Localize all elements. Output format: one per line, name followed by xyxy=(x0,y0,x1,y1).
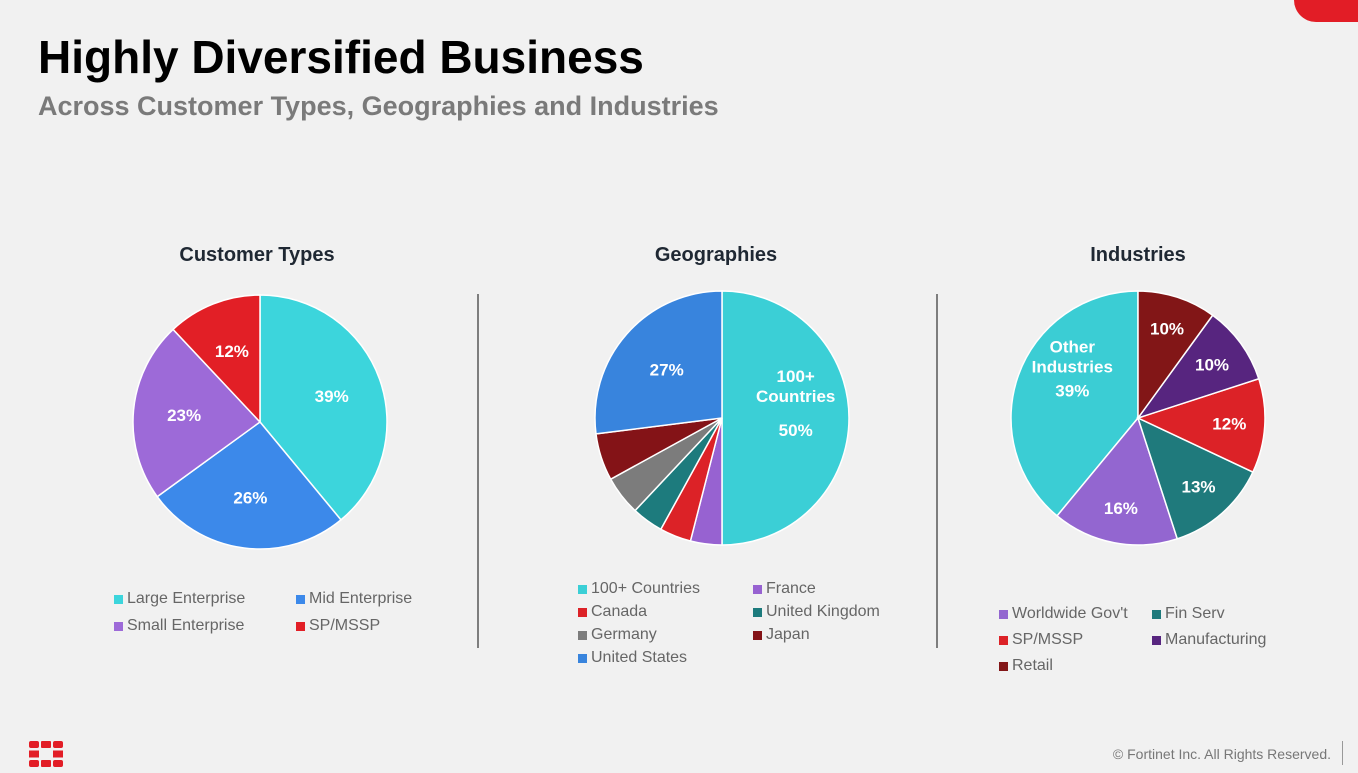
legend-label: France xyxy=(766,580,816,597)
page-subtitle: Across Customer Types, Geographies and I… xyxy=(38,91,719,121)
legend-swatch xyxy=(296,594,305,604)
slice-label-100-countries: 50% xyxy=(779,421,813,440)
slice-inner-label-other-industries: Industries xyxy=(1032,357,1113,376)
legend-swatch xyxy=(1152,635,1161,645)
legend-swatch xyxy=(999,635,1008,645)
slice-label-retail: 10% xyxy=(1150,320,1184,339)
legend-swatch xyxy=(999,661,1008,671)
chart-title-industries: Industries xyxy=(1090,244,1186,266)
legend-item-germany: Germany xyxy=(578,626,657,644)
pie-slice-united-states xyxy=(594,290,723,435)
slice-label-mid-enterprise: 26% xyxy=(233,489,267,508)
legend-label: Manufacturing xyxy=(1165,631,1267,648)
legend-item-retail: Retail xyxy=(999,657,1053,675)
legend-swatch xyxy=(114,594,123,604)
legend-swatch xyxy=(753,630,762,640)
pie-slice-mid-enterprise xyxy=(156,420,343,550)
pie-slice-100-countries xyxy=(721,290,850,546)
pie-slice-worldwide-gov-t xyxy=(1055,416,1179,546)
legend-item-sp-mssp: SP/MSSP xyxy=(296,617,380,635)
pie-slice-manufacturing xyxy=(1136,314,1260,420)
chart-title-customer-types: Customer Types xyxy=(179,244,335,266)
legend-item-worldwide-gov-t: Worldwide Gov't xyxy=(999,605,1128,623)
legend-item-large-enterprise: Large Enterprise xyxy=(114,590,245,608)
legend-item-small-enterprise: Small Enterprise xyxy=(114,617,244,635)
legend-label: Large Enterprise xyxy=(127,590,246,607)
legend-swatch xyxy=(578,630,587,640)
legend-label: Japan xyxy=(766,626,810,643)
customer-types-pie-chart: 39% 26% 23% 12% xyxy=(132,294,388,550)
legend-label: Canada xyxy=(591,603,648,620)
slice-inner-label-100-countries: Countries xyxy=(756,387,835,406)
legend-item-sp-mssp: SP/MSSP xyxy=(999,631,1083,649)
slice-label-fin-serv: 13% xyxy=(1181,478,1215,497)
footer-divider xyxy=(1342,741,1343,765)
legend-swatch xyxy=(753,607,762,617)
legend-item-fin-serv: Fin Serv xyxy=(1152,605,1225,623)
pie-slice-fin-serv xyxy=(1136,416,1254,540)
legend-label: Mid Enterprise xyxy=(309,590,413,607)
slice-inner-label-100-countries: 100+ xyxy=(777,367,815,386)
slice-label-small-enterprise: 23% xyxy=(167,406,201,425)
legend-item-manufacturing: Manufacturing xyxy=(1152,631,1266,649)
legend-swatch xyxy=(578,653,587,663)
legend-swatch xyxy=(1152,609,1161,619)
page-title: Highly Diversified Business xyxy=(38,31,644,83)
legend-item-canada: Canada xyxy=(578,603,647,621)
legend-swatch xyxy=(578,607,587,617)
slice-label-other-industries: 39% xyxy=(1055,381,1089,400)
legend-swatch xyxy=(999,609,1008,619)
fortinet-logo-icon xyxy=(29,741,63,767)
legend-label: United Kingdom xyxy=(766,603,880,620)
legend-swatch xyxy=(578,584,587,594)
legend-item-united-states: United States xyxy=(578,649,687,667)
legend-swatch xyxy=(296,621,305,631)
legend-item-france: France xyxy=(753,580,816,598)
slice-label-sp-mssp: 12% xyxy=(215,342,249,361)
slice-inner-label-other-industries: Other xyxy=(1050,337,1096,356)
legend-label: SP/MSSP xyxy=(309,617,381,634)
slice-label-worldwide-gov-t: 16% xyxy=(1104,499,1138,518)
pie-slice-small-enterprise xyxy=(132,328,262,498)
legend-label: Fin Serv xyxy=(1165,605,1225,622)
legend-label: United States xyxy=(591,649,688,666)
pie-slice-sp-mssp xyxy=(171,294,261,424)
slice-label-sp-mssp: 12% xyxy=(1212,415,1246,434)
legend-label: 100+ Countries xyxy=(591,580,700,597)
legend-item-japan: Japan xyxy=(753,626,810,644)
slice-label-large-enterprise: 39% xyxy=(315,387,349,406)
copyright-text: © Fortinet Inc. All Rights Reserved. xyxy=(1112,746,1331,762)
pie-slice-large-enterprise xyxy=(259,294,388,521)
geographies-pie-chart: 100+Countries 50% 27% xyxy=(594,290,850,546)
pie-slice-other-industries xyxy=(1010,290,1139,517)
slice-label-manufacturing: 10% xyxy=(1195,355,1229,374)
legend-swatch xyxy=(753,584,762,594)
legend-label: SP/MSSP xyxy=(1012,631,1084,648)
legend-item-100-countries: 100+ Countries xyxy=(578,580,700,598)
legend-label: Worldwide Gov't xyxy=(1012,605,1128,622)
chart-title-geographies: Geographies xyxy=(654,244,778,266)
legend-label: Retail xyxy=(1012,657,1053,674)
pie-slice-retail xyxy=(1137,290,1214,421)
divider-right xyxy=(936,294,938,648)
corner-accent-tab xyxy=(1294,0,1358,22)
legend-label: Small Enterprise xyxy=(127,617,245,634)
legend-swatch xyxy=(114,621,123,631)
legend-item-mid-enterprise: Mid Enterprise xyxy=(296,590,412,608)
pie-slice-sp-mssp xyxy=(1135,377,1266,474)
legend-label: Germany xyxy=(591,626,657,643)
legend-item-united-kingdom: United Kingdom xyxy=(753,603,880,621)
slice-label-united-states: 27% xyxy=(650,360,684,379)
divider-left xyxy=(477,294,479,648)
